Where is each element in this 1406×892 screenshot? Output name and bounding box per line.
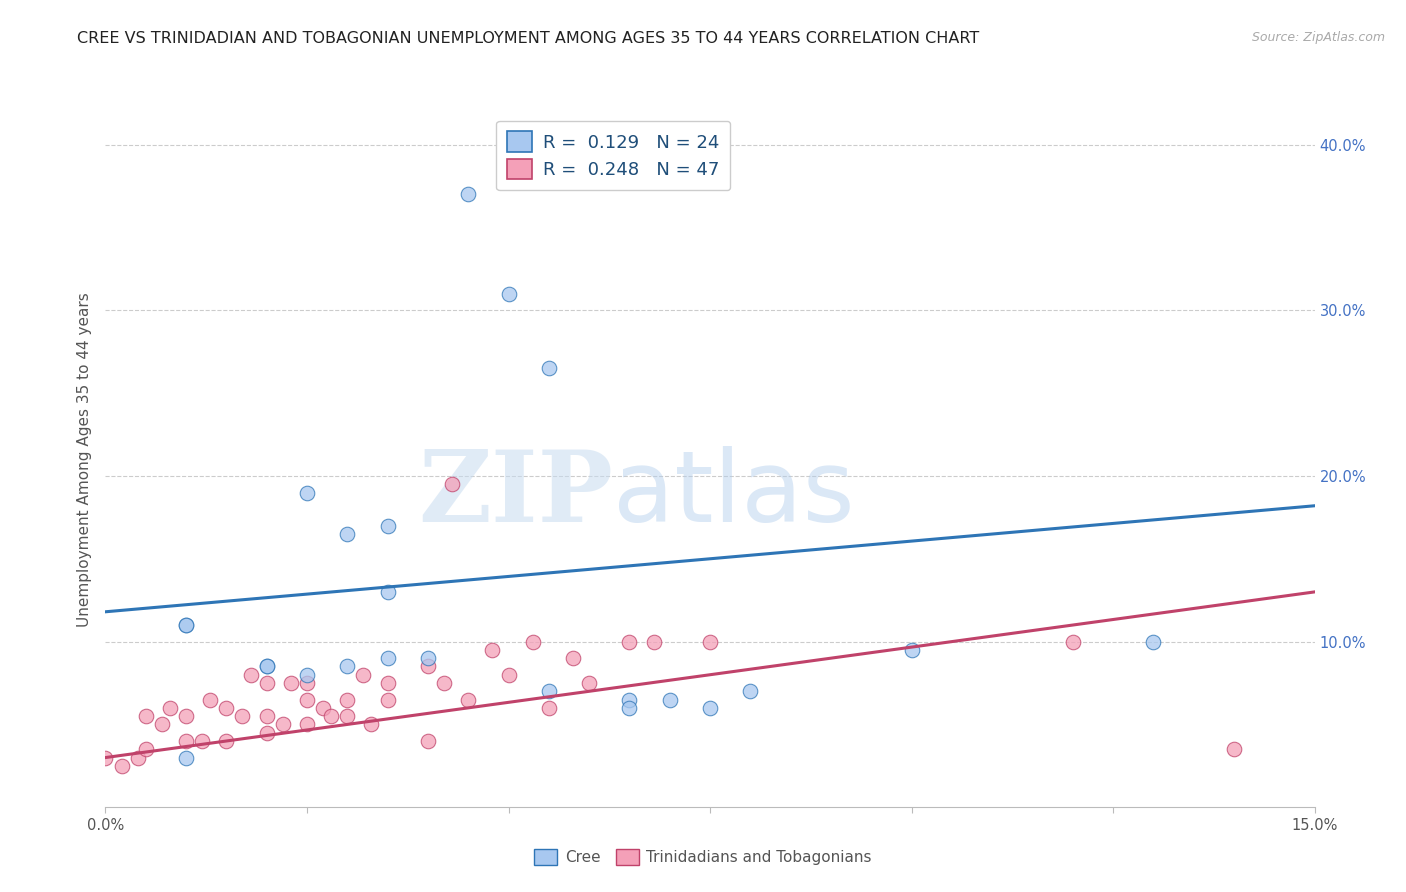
Point bbox=[159, 701, 181, 715]
Point bbox=[295, 667, 318, 681]
Point bbox=[239, 667, 262, 681]
Point bbox=[377, 651, 399, 665]
Point bbox=[457, 187, 479, 202]
Point bbox=[522, 634, 544, 648]
Point bbox=[433, 676, 456, 690]
Point bbox=[658, 692, 681, 706]
Point bbox=[619, 701, 641, 715]
Point bbox=[537, 701, 560, 715]
Point bbox=[441, 477, 464, 491]
Point bbox=[1062, 634, 1084, 648]
Point bbox=[457, 692, 479, 706]
Point bbox=[150, 717, 173, 731]
Y-axis label: Unemployment Among Ages 35 to 44 years: Unemployment Among Ages 35 to 44 years bbox=[76, 292, 91, 627]
Point bbox=[578, 676, 600, 690]
Point bbox=[256, 659, 278, 673]
Point bbox=[699, 634, 721, 648]
Point bbox=[94, 750, 117, 764]
Point bbox=[295, 485, 318, 500]
Point bbox=[191, 734, 214, 748]
Point bbox=[643, 634, 665, 648]
Point bbox=[360, 717, 382, 731]
Point bbox=[498, 667, 520, 681]
Point bbox=[336, 527, 359, 541]
Point bbox=[377, 585, 399, 599]
Point bbox=[336, 692, 359, 706]
Point bbox=[416, 734, 439, 748]
Point bbox=[271, 717, 294, 731]
Point bbox=[256, 709, 278, 723]
Point bbox=[256, 659, 278, 673]
Point bbox=[135, 709, 157, 723]
Legend: R =  0.129   N = 24, R =  0.248   N = 47: R = 0.129 N = 24, R = 0.248 N = 47 bbox=[496, 120, 730, 190]
Point bbox=[537, 361, 560, 376]
Point bbox=[135, 742, 157, 756]
Point bbox=[699, 701, 721, 715]
Point bbox=[377, 692, 399, 706]
Point bbox=[481, 643, 503, 657]
Point bbox=[619, 634, 641, 648]
Point bbox=[312, 701, 335, 715]
Point bbox=[295, 676, 318, 690]
Point bbox=[200, 692, 222, 706]
Point bbox=[174, 709, 197, 723]
Point bbox=[1223, 742, 1246, 756]
Point bbox=[321, 709, 343, 723]
Point bbox=[174, 750, 197, 764]
Point bbox=[110, 759, 132, 773]
Text: Source: ZipAtlas.com: Source: ZipAtlas.com bbox=[1251, 31, 1385, 45]
Point bbox=[377, 518, 399, 533]
Point bbox=[352, 667, 374, 681]
Point bbox=[127, 750, 149, 764]
Point bbox=[740, 684, 762, 698]
Point bbox=[256, 725, 278, 739]
Point bbox=[619, 692, 641, 706]
Point bbox=[295, 717, 318, 731]
Point bbox=[174, 618, 197, 632]
Text: atlas: atlas bbox=[613, 446, 855, 542]
Legend: Cree, Trinidadians and Tobagonians: Cree, Trinidadians and Tobagonians bbox=[529, 843, 877, 871]
Point bbox=[231, 709, 253, 723]
Point bbox=[174, 618, 197, 632]
Point bbox=[537, 684, 560, 698]
Point bbox=[336, 709, 359, 723]
Text: CREE VS TRINIDADIAN AND TOBAGONIAN UNEMPLOYMENT AMONG AGES 35 TO 44 YEARS CORREL: CREE VS TRINIDADIAN AND TOBAGONIAN UNEMP… bbox=[77, 31, 980, 46]
Point bbox=[215, 734, 238, 748]
Point bbox=[377, 676, 399, 690]
Point bbox=[900, 643, 922, 657]
Point bbox=[215, 701, 238, 715]
Point bbox=[416, 659, 439, 673]
Point bbox=[562, 651, 585, 665]
Point bbox=[256, 676, 278, 690]
Point bbox=[498, 286, 520, 301]
Point bbox=[295, 692, 318, 706]
Point bbox=[1142, 634, 1164, 648]
Point bbox=[336, 659, 359, 673]
Point bbox=[416, 651, 439, 665]
Point bbox=[174, 734, 197, 748]
Point bbox=[280, 676, 302, 690]
Text: ZIP: ZIP bbox=[419, 446, 613, 542]
